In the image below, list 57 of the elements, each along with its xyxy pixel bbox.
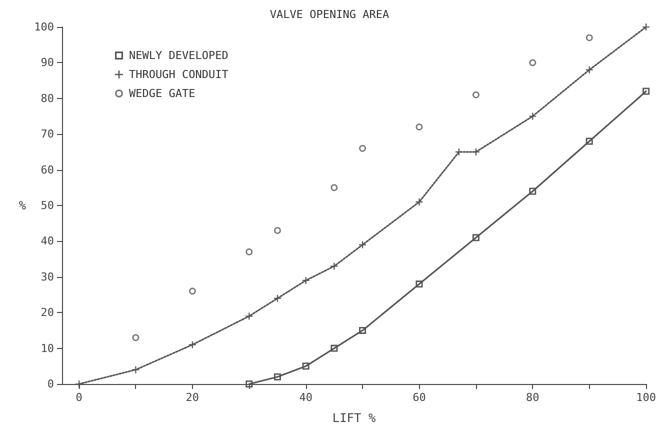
x-tick-label: 0 (76, 391, 82, 404)
point (642, 24, 650, 30)
point (455, 148, 462, 156)
point (642, 88, 650, 95)
point (586, 138, 593, 145)
point (246, 312, 253, 320)
point (302, 362, 310, 370)
y-axis-title: % (18, 198, 27, 212)
legend-label: WEDGE GATE (129, 87, 196, 100)
point (274, 294, 281, 302)
x-tick-label: 20 (186, 391, 200, 404)
y-tick-label: 0 (47, 378, 54, 390)
chart-title: VALVE OPENING AREA (270, 8, 390, 21)
point (472, 91, 480, 98)
point (76, 380, 83, 388)
y-tick-label: 20 (40, 306, 54, 320)
y-tick-label: 30 (40, 270, 54, 284)
y-tick-label: 60 (40, 163, 54, 176)
x-axis-title: LIFT % (332, 411, 376, 425)
point (586, 34, 593, 42)
y-tick-label: 80 (40, 92, 54, 105)
x-tick-label: 60 (412, 391, 426, 404)
y-tick-label: 40 (40, 234, 54, 248)
y-tick-label: 10 (40, 342, 54, 355)
point (132, 366, 140, 374)
y-tick-label: 100 (34, 20, 54, 34)
point (359, 326, 366, 334)
point (132, 334, 140, 342)
point (586, 66, 593, 74)
point (416, 198, 423, 206)
point (274, 373, 281, 380)
point (188, 341, 196, 348)
point (529, 59, 536, 66)
point (246, 248, 253, 256)
point (529, 112, 536, 120)
point (472, 234, 480, 242)
x-tick-label: 80 (526, 391, 540, 404)
point (330, 344, 338, 352)
point (472, 148, 480, 156)
point (359, 241, 366, 248)
point (529, 188, 536, 195)
y-tick-label: 50 (40, 199, 54, 212)
legend-label: NEWLY DEVELOPED (129, 49, 228, 62)
point (274, 226, 281, 234)
point (246, 380, 253, 388)
y-tick-label: 90 (40, 56, 54, 70)
point (302, 276, 310, 284)
y-tick-label: 70 (40, 128, 54, 141)
point (359, 144, 366, 152)
legend-label: THROUGH CONDUIT (129, 68, 229, 81)
point (416, 280, 423, 288)
point (188, 288, 196, 295)
point (330, 184, 338, 192)
point (330, 262, 338, 270)
x-tick-label: 40 (299, 391, 312, 404)
x-tick-label: 100 (636, 391, 656, 404)
point (416, 123, 423, 130)
